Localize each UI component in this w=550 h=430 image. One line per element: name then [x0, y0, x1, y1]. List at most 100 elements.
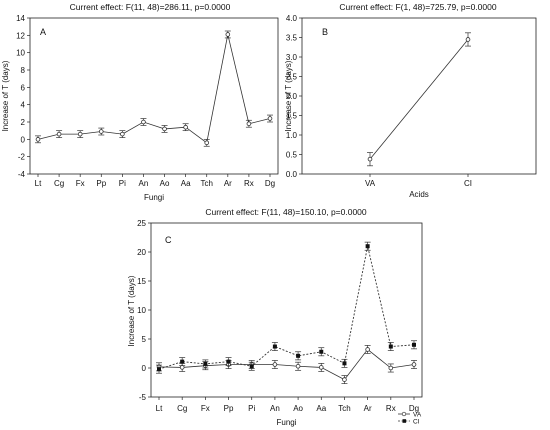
x-tick-label: Ar: [224, 179, 232, 188]
y-axis-label: Increase of T (days): [1, 60, 10, 131]
chart-title: Current effect: F(1, 48)=725.79, p=0.000…: [339, 2, 496, 12]
y-tick-label: 6: [21, 83, 26, 92]
legend-marker: [402, 419, 407, 423]
data-point: [56, 131, 62, 137]
panel-label: A: [40, 27, 46, 37]
data-point: [295, 363, 301, 369]
y-tick-label: 0.0: [286, 170, 298, 179]
data-point: [77, 131, 83, 137]
x-tick-label: An: [270, 404, 280, 413]
y-tick-label: 12: [16, 31, 25, 40]
legend-marker: [401, 411, 407, 417]
x-tick-label: Ao: [293, 404, 303, 413]
data-point: [296, 353, 301, 358]
data-point: [35, 137, 41, 142]
y-tick-label: 2: [21, 118, 26, 127]
data-point: [342, 377, 347, 382]
y-tick-label: 3.0: [286, 53, 298, 62]
x-axis-label: Fungi: [276, 418, 296, 427]
data-point: [183, 124, 188, 130]
data-point: [249, 364, 254, 369]
x-axis-label: Acids: [409, 190, 429, 199]
y-tick-label: 10: [137, 306, 146, 315]
x-tick-label: Tch: [201, 179, 213, 188]
x-tick-label: An: [139, 179, 149, 188]
x-tick-label: Pi: [119, 179, 126, 188]
y-tick-label: 8: [21, 66, 26, 75]
series-line-main: [37, 34, 271, 144]
panel-c: Current effect: F(11, 48)=150.10, p=0.00…: [127, 207, 423, 427]
data-point: [203, 361, 208, 366]
y-tick-label: 2.0: [286, 92, 298, 101]
x-tick-label: Fx: [76, 179, 85, 188]
data-point: [318, 365, 324, 370]
y-tick-label: 14: [16, 14, 25, 23]
x-tick-label: Ao: [160, 179, 170, 188]
y-tick-label: 15: [137, 277, 146, 286]
panel-a: Current effect: F(11, 48)=286.11, p=0.00…: [1, 2, 279, 202]
data-point: [267, 116, 273, 121]
data-point: [319, 349, 324, 354]
data-point: [246, 121, 252, 127]
panel-label: B: [322, 27, 328, 37]
y-tick-label: 0: [21, 135, 26, 144]
x-tick-label: Dg: [409, 404, 419, 413]
x-tick-label: Rx: [244, 179, 254, 188]
y-tick-label: 4.0: [286, 14, 298, 23]
chart-title: Current effect: F(11, 48)=286.11, p=0.00…: [70, 2, 231, 12]
y-tick-label: 0: [142, 364, 147, 373]
x-tick-label: CI: [464, 179, 472, 188]
data-point: [204, 140, 210, 146]
data-point: [411, 362, 417, 367]
data-point: [465, 37, 471, 42]
chart-title: Current effect: F(11, 48)=150.10, p=0.00…: [205, 207, 367, 217]
y-tick-label: 0.5: [286, 151, 298, 160]
plot-frame: [301, 17, 537, 175]
plot-frame: [29, 17, 279, 175]
y-tick-label: 4: [21, 101, 26, 110]
data-point: [412, 342, 416, 347]
data-point: [342, 361, 347, 366]
data-point: [179, 365, 185, 370]
data-point: [225, 32, 231, 37]
y-tick-label: 3.5: [286, 34, 298, 43]
y-tick-label: 1.5: [286, 112, 298, 121]
x-tick-label: Lt: [35, 179, 42, 188]
data-point: [98, 129, 104, 134]
y-tick-label: 2.5: [286, 73, 298, 82]
x-tick-label: Cg: [54, 179, 64, 188]
x-tick-label: Rx: [386, 404, 396, 413]
series-line-va: [158, 348, 415, 381]
x-tick-label: Aa: [316, 404, 326, 413]
data-point: [367, 156, 373, 162]
data-point: [120, 131, 125, 137]
x-tick-label: Pp: [224, 404, 234, 413]
panel-label: C: [165, 235, 172, 245]
y-tick-label: 25: [137, 219, 146, 228]
x-tick-label: Pi: [248, 404, 255, 413]
y-tick-label: -4: [18, 170, 26, 179]
plot-frame: [150, 222, 423, 398]
series-line-ci: [158, 246, 415, 370]
data-point: [365, 347, 370, 352]
data-point: [157, 367, 161, 372]
data-point: [141, 119, 146, 125]
x-tick-label: VA: [365, 179, 376, 188]
data-point: [272, 362, 278, 367]
x-tick-label: Dg: [265, 179, 275, 188]
y-tick-label: 20: [137, 248, 146, 257]
x-tick-label: Tch: [338, 404, 350, 413]
data-point: [226, 359, 231, 364]
y-tick-label: -5: [139, 393, 147, 402]
x-tick-label: Fx: [201, 404, 210, 413]
data-point: [272, 344, 277, 349]
y-tick-label: 5: [142, 335, 147, 344]
legend-label: CI: [413, 418, 420, 425]
x-tick-label: Ar: [364, 404, 372, 413]
legend-label: VA: [413, 411, 422, 418]
y-tick-label: 10: [16, 49, 25, 58]
data-point: [388, 344, 393, 349]
y-axis-label: Increase of T (days): [127, 275, 136, 346]
